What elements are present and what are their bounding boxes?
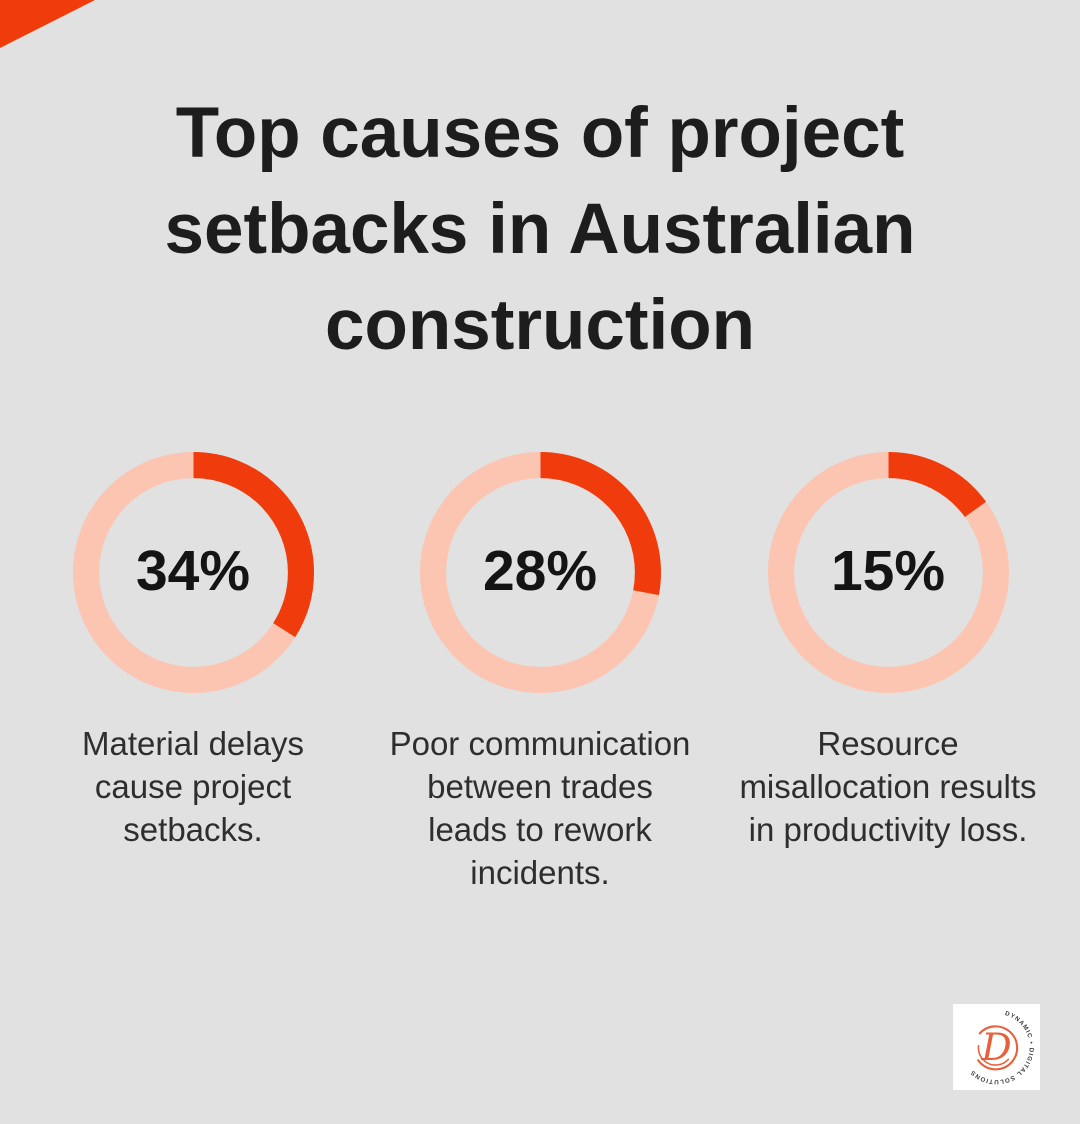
page-title: Top causes of project setbacks in Austra… — [164, 94, 916, 365]
stat-card-poor-communication: 28% Poor communication between trades le… — [369, 452, 711, 894]
stat-value: 28% — [482, 539, 598, 603]
dynamic-digital-solutions-logo-icon: D DYNAMIC • DIGITAL SOLUTIONS — [969, 1010, 1034, 1085]
stat-description: Resource misallocation results in produc… — [739, 725, 1037, 848]
donut-rings-icon — [419, 452, 661, 693]
stat-card-resource-misallocation: 15% Resource misallocation results in pr… — [717, 452, 1059, 851]
stat-card-material-delays: 34% Material delays cause project setbac… — [22, 452, 364, 851]
brand-logo: D DYNAMIC • DIGITAL SOLUTIONS — [953, 1004, 1040, 1090]
donut-chart: 15% — [767, 452, 1009, 693]
stat-description: Material delays cause project setbacks. — [82, 725, 304, 848]
stat-value: 34% — [135, 539, 251, 603]
logo-swirl-icon — [973, 1025, 1019, 1071]
corner-accent-triangle — [0, 0, 95, 48]
logo-monogram: D — [980, 1025, 1011, 1069]
stat-description: Poor communication between trades leads … — [389, 725, 691, 891]
donut-rings-icon — [767, 452, 1009, 693]
donut-chart: 34% — [72, 452, 314, 693]
donut-chart: 28% — [419, 452, 661, 693]
donut-rings-icon — [72, 452, 314, 693]
stat-value: 15% — [830, 539, 946, 603]
